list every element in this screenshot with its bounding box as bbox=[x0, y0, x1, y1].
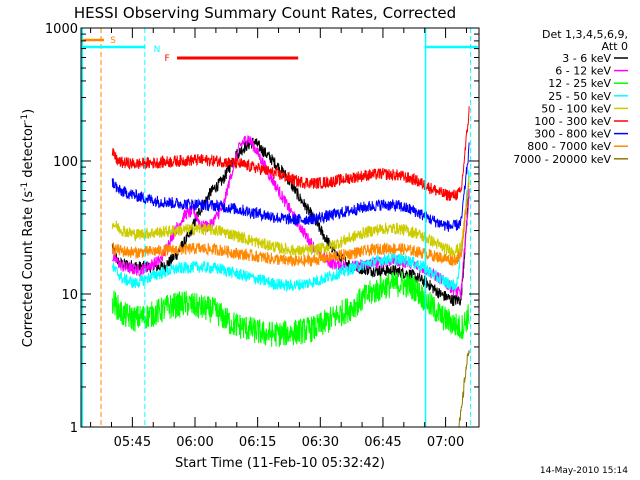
y-axis-label-main: Corrected Count Rate (s bbox=[21, 191, 36, 348]
y-axis-label-mid: detector bbox=[21, 122, 36, 182]
series-line-2 bbox=[111, 270, 470, 347]
y-axis-label-end: ) bbox=[21, 109, 36, 114]
x-tick-label: 06:15 bbox=[239, 435, 276, 450]
legend-header-1: Att 0 bbox=[602, 40, 628, 53]
legend-label-4: 50 - 100 keV bbox=[541, 102, 611, 115]
y-axis-label: Corrected Count Rate (s-1 detector-1) bbox=[20, 109, 36, 347]
saa-label: S bbox=[110, 36, 116, 46]
y-axis-label-sup1: -1 bbox=[20, 182, 30, 191]
legend-label-7: 800 - 7000 keV bbox=[527, 140, 611, 153]
x-tick-label: 05:45 bbox=[114, 435, 151, 450]
legend-label-1: 6 - 12 keV bbox=[555, 65, 611, 78]
y-axis-label-sup2: -1 bbox=[20, 114, 30, 123]
legend-label-0: 3 - 6 keV bbox=[562, 52, 611, 65]
legend-header-0: Det 1,3,4,5,6,9, bbox=[542, 28, 628, 41]
plot-frame bbox=[80, 27, 480, 428]
legend-label-6: 300 - 800 keV bbox=[534, 128, 611, 141]
x-tick-label: 06:30 bbox=[302, 435, 339, 450]
y-tick-label: 10 bbox=[61, 288, 78, 303]
series-line-6 bbox=[111, 142, 470, 232]
legend-label-2: 12 - 25 keV bbox=[548, 77, 611, 90]
timestamp: 14-May-2010 15:14 bbox=[540, 466, 628, 476]
series-line-5 bbox=[111, 106, 470, 201]
annotation-layer: S NF bbox=[81, 28, 478, 427]
legend-label-8: 7000 - 20000 keV bbox=[513, 153, 611, 166]
y-tick-label: 1000 bbox=[45, 22, 78, 37]
series-line-3 bbox=[111, 170, 470, 292]
x-axis-label: Start Time (11-Feb-10 05:32:42) bbox=[175, 456, 385, 471]
night-label: N bbox=[154, 45, 161, 55]
ticks-layer: 1 10 100 1000 05:45 06:00 06:15 06:30 06:45 07:00 bbox=[45, 22, 479, 450]
series-line-4 bbox=[111, 175, 470, 258]
x-tick-label: 06:00 bbox=[176, 435, 213, 450]
legend-label-3: 25 - 50 keV bbox=[548, 90, 611, 103]
y-tick-label: 100 bbox=[53, 155, 78, 170]
chart-title: HESSI Observing Summary Count Rates, Cor… bbox=[74, 4, 456, 22]
flare-label: F bbox=[165, 54, 170, 64]
x-tick-label: 06:45 bbox=[364, 435, 401, 450]
legend-label-5: 100 - 300 keV bbox=[534, 115, 611, 128]
series-layer bbox=[111, 106, 470, 428]
series-line-7 bbox=[111, 181, 470, 267]
x-tick-label: 07:00 bbox=[427, 435, 464, 450]
y-tick-label: 1 bbox=[70, 421, 78, 436]
series-line-8 bbox=[458, 350, 470, 428]
